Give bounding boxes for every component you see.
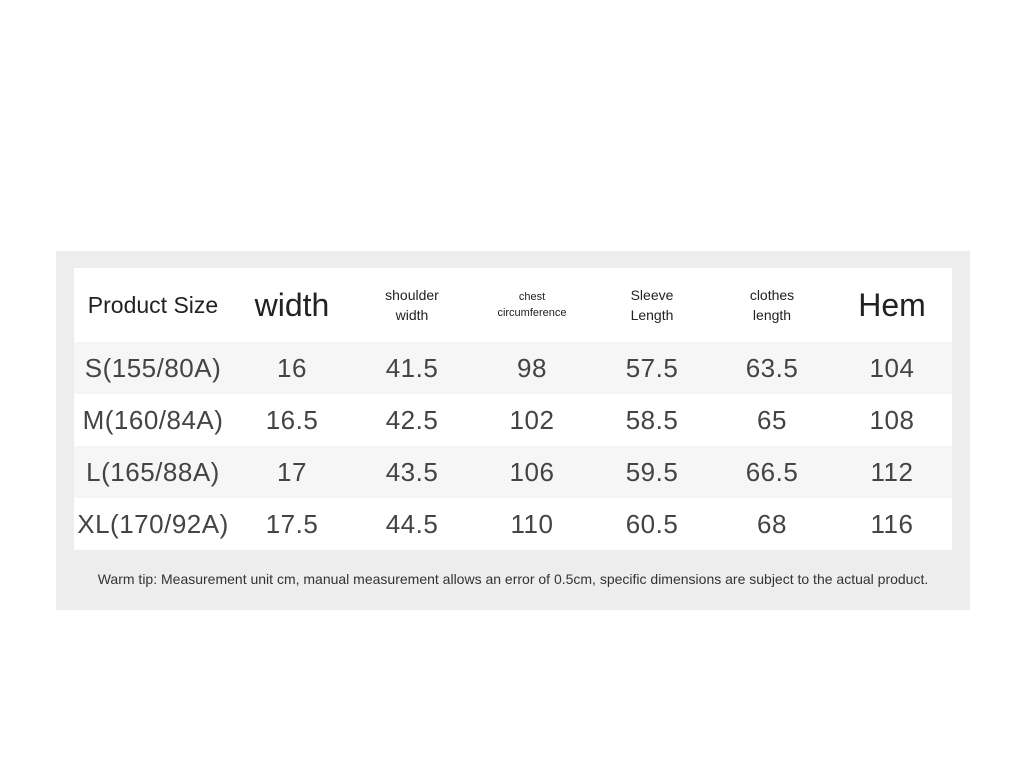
measure-cell: 17.5 [232,498,352,550]
header-text: clothes length [749,287,795,323]
header-row: Product Size width shoulder width chest cir… [74,268,952,342]
header-cell: clothes length [712,268,832,342]
measure-cell: 104 [832,342,952,394]
measure-cell: 58.5 [592,394,712,446]
header-text: Sleeve Length [630,287,674,323]
measure-cell: 98 [472,342,592,394]
header-cell: chest circumference [472,268,592,342]
size-cell: M(160/84A) [74,394,232,446]
size-cell: S(155/80A) [74,342,232,394]
measure-cell: 68 [712,498,832,550]
size-chart-panel: Product Size width shoulder width chest cir… [56,251,970,610]
measure-cell: 66.5 [712,446,832,498]
header-text: Product Size [87,291,219,318]
header-text: shoulder width [385,287,439,323]
header-cell: width [232,268,352,342]
table-row: M(160/84A) 16.5 42.5 102 58.5 65 108 [74,394,952,446]
measure-cell: 59.5 [592,446,712,498]
header-cell: shoulder width [352,268,472,342]
measure-cell: 44.5 [352,498,472,550]
measure-cell: 110 [472,498,592,550]
measure-cell: 60.5 [592,498,712,550]
table-row: XL(170/92A) 17.5 44.5 110 60.5 68 116 [74,498,952,550]
header-cell: Hem [832,268,952,342]
footer-note: Warm tip: Measurement unit cm, manual me… [97,571,929,587]
header-cell: Sleeve Length [592,268,712,342]
measure-cell: 63.5 [712,342,832,394]
size-cell: L(165/88A) [74,446,232,498]
size-table: Product Size width shoulder width chest cir… [74,268,952,550]
measure-cell: 108 [832,394,952,446]
measure-cell: 41.5 [352,342,472,394]
measure-cell: 112 [832,446,952,498]
table-row: S(155/80A) 16 41.5 98 57.5 63.5 104 [74,342,952,394]
measure-cell: 65 [712,394,832,446]
measure-cell: 16.5 [232,394,352,446]
header-text: width [254,286,330,323]
measure-cell: 106 [472,446,592,498]
measure-cell: 16 [232,342,352,394]
header-text: Hem [858,286,926,323]
table-row: L(165/88A) 17 43.5 106 59.5 66.5 112 [74,446,952,498]
measure-cell: 57.5 [592,342,712,394]
measure-cell: 43.5 [352,446,472,498]
measure-cell: 42.5 [352,394,472,446]
header-cell: Product Size [74,268,232,342]
header-text: chest circumference [497,291,567,319]
measure-cell: 116 [832,498,952,550]
measure-cell: 17 [232,446,352,498]
measure-cell: 102 [472,394,592,446]
size-cell: XL(170/92A) [74,498,232,550]
